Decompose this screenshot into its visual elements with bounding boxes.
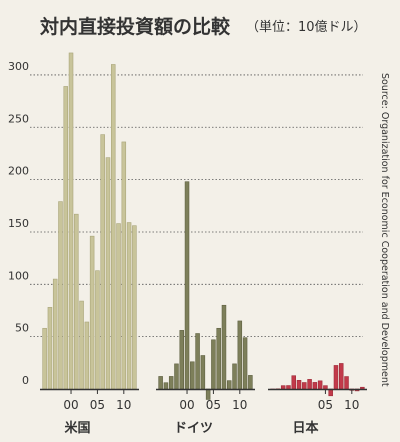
bar-1-2002 (79, 300, 84, 390)
bar-2-2006 (216, 327, 221, 390)
y-tick-label-250: 250 (8, 112, 29, 125)
bar-2-2003 (200, 355, 206, 390)
bar-2-2012 (248, 375, 253, 390)
y-tick-label-300: 300 (8, 60, 29, 73)
x-tick-label-10: 10 (344, 398, 359, 412)
bar-2-2002 (195, 333, 200, 390)
x-tick-label-00: 00 (63, 398, 78, 412)
y-tick-label-150: 150 (8, 217, 29, 230)
y-axis-ticks: 0 50 100 150 200 250 300 (8, 60, 29, 387)
bar-1-1997 (52, 278, 58, 390)
bar-3-2012 (360, 386, 365, 390)
bar-1-2009 (116, 223, 121, 390)
bar-3-2003 (312, 382, 318, 390)
bar-2-2009 (232, 363, 237, 390)
bar-1-1995 (42, 327, 47, 390)
bar-1-2000 (68, 52, 74, 390)
bar-3-2009 (344, 376, 349, 390)
bar-2-2005 (211, 339, 216, 390)
y-tick-label-100: 100 (8, 269, 29, 282)
bar-2-2008 (226, 380, 232, 390)
panel-label-1: 米国 (64, 420, 90, 436)
bar-3-2002 (307, 379, 312, 390)
y-tick-label-50: 50 (15, 322, 29, 335)
x-tick-label-05: 05 (90, 398, 105, 412)
bar-1-2005 (95, 270, 100, 390)
bar-1-1999 (63, 86, 69, 390)
bar-2-1995 (158, 376, 163, 390)
bar-2-2000 (184, 181, 190, 390)
x-tick-label-05: 05 (206, 398, 221, 412)
bar-1-2011 (126, 222, 132, 390)
x-tick-label-10: 10 (232, 398, 247, 412)
source-note: Source: Organization for Economic Cooper… (379, 73, 390, 387)
x-axis: 00 05 10 米国 00 05 10 ドイツ 05 10 日本 (40, 388, 367, 436)
bar-3-2008 (338, 363, 344, 390)
bar-1-2010 (121, 141, 127, 390)
bar-1-1996 (47, 307, 53, 390)
bar-2-2010 (237, 320, 243, 390)
bar-2-1996 (163, 382, 169, 390)
bar-2-1997 (168, 376, 174, 390)
bar-3-2000 (296, 380, 302, 390)
bar-1-2003 (84, 321, 90, 390)
x-tick-label-00: 00 (179, 398, 194, 412)
chart-title: 対内直接投資額の比較 (39, 15, 231, 38)
bar-1-2006 (100, 134, 105, 390)
bars (42, 52, 365, 400)
bar-2-2001 (190, 361, 195, 390)
gridlines (30, 74, 363, 338)
x-tick-label-10: 10 (116, 398, 131, 412)
bar-3-2007 (333, 365, 339, 390)
bar-3-1999 (291, 375, 297, 390)
bar-3-2004 (317, 380, 323, 390)
bar-3-1997 (280, 385, 286, 390)
bar-3-1998 (286, 385, 291, 390)
bar-1-2001 (74, 213, 79, 390)
y-tick-label-200: 200 (8, 165, 29, 178)
bar-2-1999 (179, 330, 185, 390)
bar-2-1998 (174, 363, 179, 390)
panel-label-3: 日本 (292, 420, 318, 436)
bar-1-2007 (105, 157, 111, 390)
chart-unit: （単位：10億ドル） (246, 19, 367, 35)
x-tick-label-05: 05 (318, 398, 333, 412)
bar-3-2005 (323, 385, 328, 390)
bar-1-1998 (58, 201, 63, 390)
bar-1-2004 (89, 235, 95, 390)
bar-1-2008 (110, 64, 116, 390)
y-tick-label-0: 0 (22, 374, 29, 387)
bar-2-2011 (242, 337, 248, 390)
panel-label-2: ドイツ (174, 421, 213, 436)
bar-1-2012 (132, 225, 137, 390)
bar-3-2001 (302, 382, 307, 390)
bar-2-2007 (221, 304, 227, 390)
